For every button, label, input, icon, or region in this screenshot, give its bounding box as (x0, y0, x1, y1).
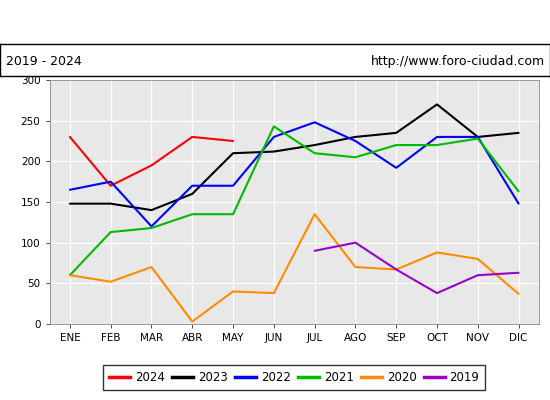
Text: Evolucion Nº Turistas Extranjeros en el municipio de Pujalt: Evolucion Nº Turistas Extranjeros en el … (73, 15, 477, 29)
Text: http://www.foro-ciudad.com: http://www.foro-ciudad.com (370, 55, 544, 68)
Text: 2019 - 2024: 2019 - 2024 (6, 55, 81, 68)
Legend: 2024, 2023, 2022, 2021, 2020, 2019: 2024, 2023, 2022, 2021, 2020, 2019 (103, 365, 485, 390)
